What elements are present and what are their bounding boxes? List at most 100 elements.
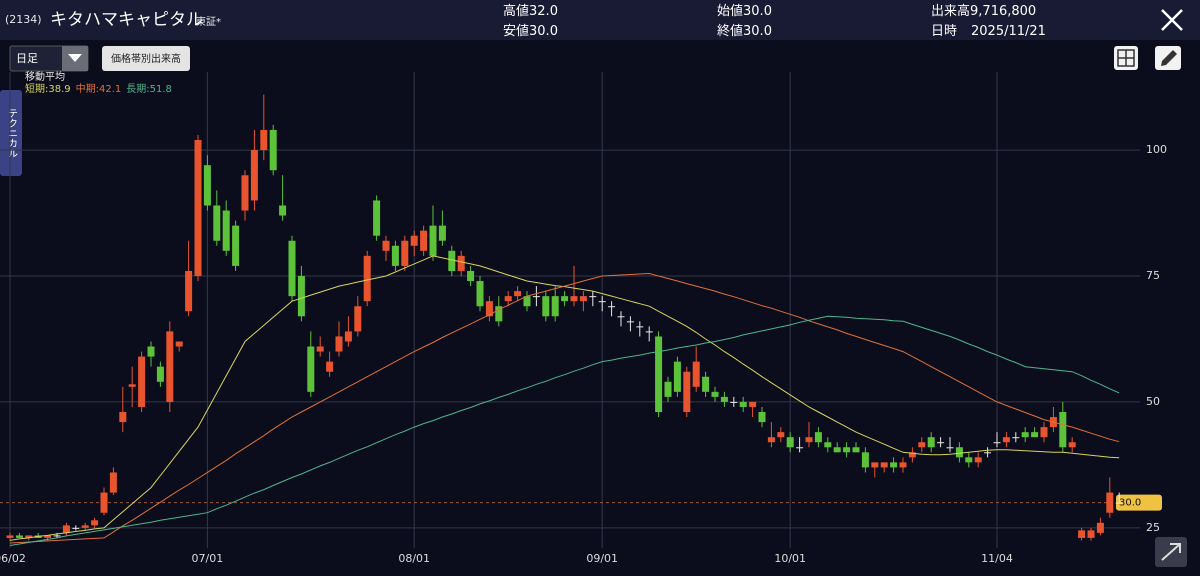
candle-body: [438, 225, 446, 241]
candle-body: [796, 447, 804, 449]
legend-separator: :: [96, 84, 99, 95]
x-tick-label: 10/01: [774, 552, 806, 565]
candle-body: [871, 462, 879, 468]
candle-body: [128, 384, 136, 387]
y-tick-label: 75: [1146, 269, 1160, 282]
candle-body: [485, 301, 493, 317]
period-dropdown[interactable]: 日足: [9, 45, 89, 72]
candle-body: [683, 371, 691, 412]
candle-body: [476, 281, 484, 307]
candle-body: [852, 447, 860, 453]
candle-body: [908, 452, 916, 458]
candle-body: [749, 401, 757, 407]
quote-label: 終値: [717, 23, 743, 39]
candle-body: [664, 381, 672, 397]
volume-button[interactable]: 価格帯別出来高: [102, 46, 190, 71]
expand-button[interactable]: [1155, 537, 1187, 567]
candle-body: [608, 306, 616, 308]
candle-body: [467, 270, 475, 282]
candle-body: [1021, 432, 1029, 438]
stock-name: キタハマキャピタル: [50, 10, 203, 30]
candle-body: [307, 346, 315, 392]
candle-body: [880, 462, 888, 468]
candle-body: [899, 462, 907, 468]
candle-body: [382, 240, 390, 251]
chart: 25 50 75 100 06/02 07/01 08/01 09/01 10/01 11/04 3…: [0, 72, 1167, 565]
legend-separator: :: [45, 84, 48, 95]
candle-body: [72, 527, 80, 529]
candle-body: [354, 306, 362, 332]
quote-value: 32.0: [529, 4, 558, 19]
layout-button[interactable]: [1114, 46, 1138, 70]
candle-body: [344, 331, 352, 342]
legend-value: 51.8: [150, 84, 172, 95]
candle-body: [213, 205, 221, 241]
candle-body: [918, 442, 926, 448]
candle-body: [814, 432, 822, 443]
quote-label: 始値: [717, 3, 743, 19]
current-price-label: 30.0: [1119, 498, 1141, 509]
candle-body: [955, 447, 963, 458]
draw-button[interactable]: [1155, 46, 1181, 70]
technical-tab[interactable]: テクニカル: [0, 90, 22, 176]
legend-title: 移動平均: [25, 70, 65, 83]
candle-body: [1087, 530, 1095, 538]
header-bar: [0, 0, 1200, 40]
candle-body: [589, 296, 597, 298]
candle-body: [1078, 530, 1086, 538]
candle-body: [1012, 437, 1020, 439]
candle-body: [373, 200, 381, 236]
candle-body: [824, 442, 832, 448]
quote-value: 30.0: [529, 24, 558, 39]
moving-average-line: [9, 272, 1120, 544]
candle-body: [833, 447, 841, 453]
candle-body: [532, 296, 540, 298]
candle-body: [100, 492, 108, 513]
quote-label: 出来高: [931, 3, 970, 19]
candle-body: [62, 525, 70, 533]
x-tick-label: 08/01: [398, 552, 430, 565]
candle-body: [1096, 522, 1104, 533]
candle-body: [843, 447, 851, 453]
legend-row: 短期:38.9 中期:42.1 長期:51.8: [25, 82, 172, 95]
candle-body: [1040, 427, 1048, 438]
candle-body: [15, 535, 23, 538]
legend-name: 中期: [76, 82, 96, 95]
quote-value: 30.0: [743, 24, 772, 39]
candle-body: [786, 437, 794, 448]
quote-value: 9,716,800: [970, 4, 1036, 19]
candle-body: [946, 447, 954, 449]
candle-body: [993, 442, 1001, 444]
legend-name: 短期: [25, 82, 45, 95]
moving-average-line: [9, 315, 1120, 546]
candle-body: [279, 205, 287, 216]
button-box: [102, 46, 190, 71]
candle-body: [241, 175, 249, 211]
close-button[interactable]: [1161, 9, 1183, 31]
candle-body: [391, 245, 399, 266]
button-label: 価格帯別出来高: [111, 52, 181, 65]
candle-body: [44, 535, 52, 538]
quote: 日時 2025/11/21: [931, 24, 1046, 39]
candle-body: [711, 391, 719, 397]
legend-value: 38.9: [48, 84, 70, 95]
candle-body: [579, 296, 587, 302]
current-price-box: [1116, 494, 1162, 511]
period-label: 日足: [16, 52, 38, 65]
candle-body: [720, 396, 728, 402]
candle-body: [6, 535, 14, 538]
tab-label: テクニカル: [6, 108, 18, 158]
candle-body: [626, 321, 634, 323]
candle-body: [194, 140, 202, 276]
candle-body: [1115, 502, 1123, 504]
x-tick-label: 07/01: [192, 552, 224, 565]
quote-label: 高値: [503, 3, 529, 19]
candle-body: [927, 437, 935, 448]
candle-body: [260, 129, 268, 151]
candle-body: [53, 535, 61, 537]
candle-body: [542, 296, 550, 317]
x-tick-label: 11/04: [981, 552, 1013, 565]
stock-code: (2134): [5, 13, 42, 26]
